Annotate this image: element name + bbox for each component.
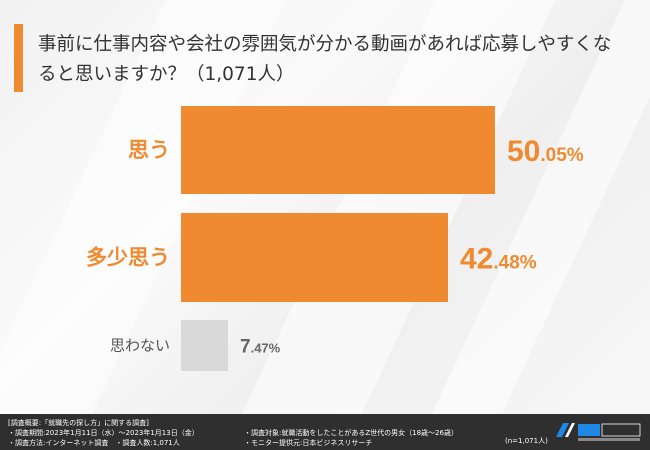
footer-line: ・調査方法:インターネット調査 ・調査人数:1,071人 xyxy=(8,439,180,447)
footer-line: [調査概要:「就職先の探し方」に関する調査] xyxy=(8,419,149,427)
category-label: 思う xyxy=(128,138,170,162)
value-label: 42.48% xyxy=(460,242,537,275)
bar-3 xyxy=(181,320,228,371)
chart-title: 事前に仕事内容や会社の雰囲気が分かる動画があれば応募しやすくなると思いますか？（… xyxy=(38,34,612,85)
sample-size-note: (n=1,071人) xyxy=(505,437,548,445)
footer-line: ・調査期間:2023年1月11日（水）～2023年1月13日（金） xyxy=(8,429,199,437)
bar-2 xyxy=(181,213,448,302)
bar-chart: 思う 50.05% 多少思う 42.48% 思わない 7.47% xyxy=(86,106,584,371)
footer-line: ・モニター提供元:日本ビジネスリサーチ xyxy=(244,439,373,447)
footer-left: [調査概要:「就職先の探し方」に関する調査] ・調査期間:2023年1月11日（… xyxy=(8,418,199,448)
category-label: 多少思う xyxy=(86,246,170,270)
footer-line: ・調査対象:就職活動をしたことがあるZ世代の男女（18歳～26歳） xyxy=(244,429,458,437)
bar-1 xyxy=(181,106,495,194)
survey-footer: [調査概要:「就職先の探し方」に関する調査] ・調査期間:2023年1月11日（… xyxy=(0,414,650,450)
footer-right: ・調査対象:就職活動をしたことがあるZ世代の男女（18歳～26歳） ・モニター提… xyxy=(244,428,458,448)
title-accent-bar xyxy=(14,24,23,92)
value-label: 7.47% xyxy=(240,336,281,357)
brand-logo xyxy=(553,417,643,445)
value-label: 50.05% xyxy=(507,135,584,168)
category-label: 思わない xyxy=(110,337,170,355)
